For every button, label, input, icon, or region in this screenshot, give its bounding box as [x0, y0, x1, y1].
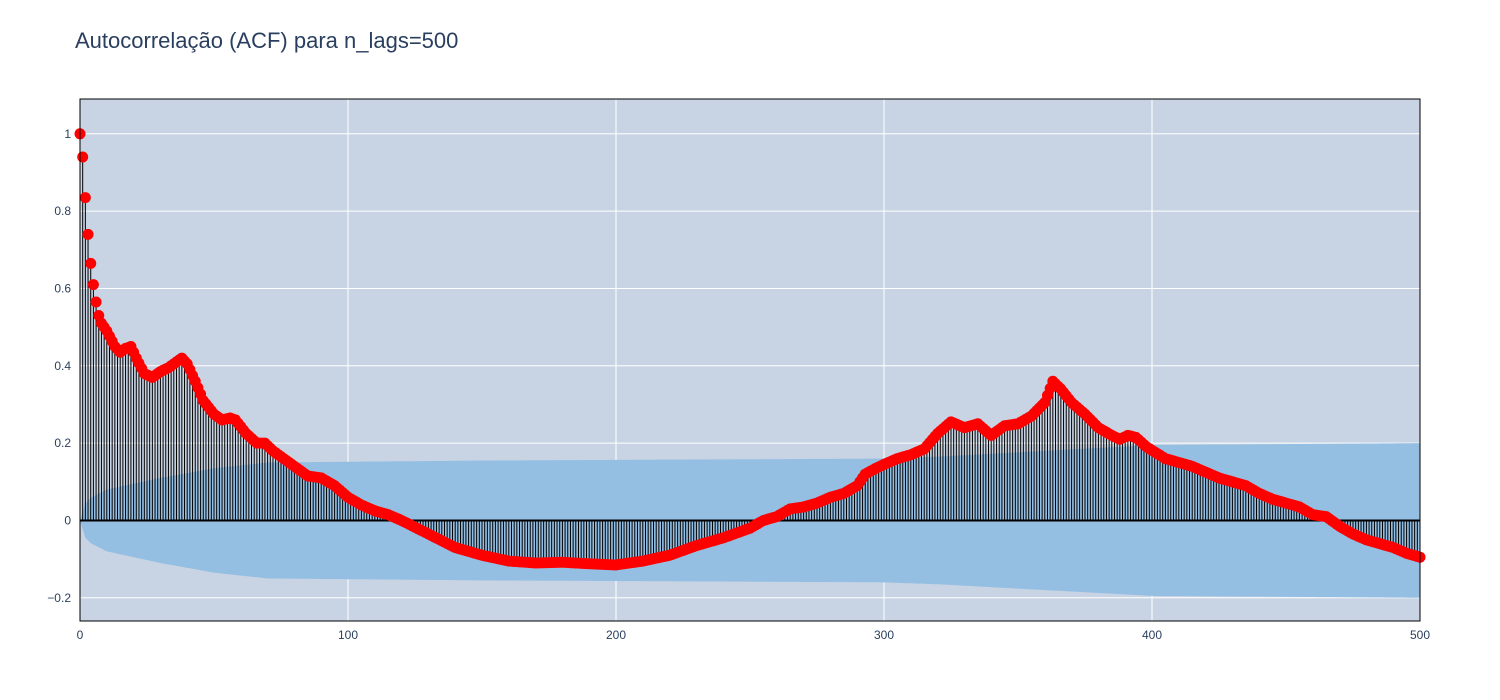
y-tick-label: 0.2 — [54, 436, 71, 450]
x-tick-label: 400 — [1142, 628, 1162, 642]
acf-markers — [74, 128, 1426, 571]
plot-border — [79, 98, 1421, 622]
x-tick-label: 0 — [77, 628, 84, 642]
acf-marker — [77, 151, 89, 163]
y-tick-label: 1 — [64, 127, 71, 141]
acf-marker — [90, 296, 102, 308]
acf-marker — [85, 257, 97, 269]
x-tick-label: 500 — [1410, 628, 1430, 642]
x-tick-label: 300 — [874, 628, 894, 642]
acf-marker — [87, 279, 99, 291]
chart-title: Autocorrelação (ACF) para n_lags=500 — [75, 28, 459, 53]
x-tick-label: 200 — [606, 628, 626, 642]
x-axis-ticks: 0 100 200 300 400 500 — [77, 628, 1431, 642]
y-axis-ticks: −0.2 0 0.2 0.4 0.6 0.8 1 — [47, 127, 71, 605]
y-tick-label: 0.6 — [54, 281, 71, 295]
acf-marker — [82, 228, 94, 240]
y-tick-label: 0.4 — [54, 359, 71, 373]
acf-marker — [79, 192, 91, 204]
plot-frame — [79, 98, 1421, 622]
y-tick-label: 0.8 — [54, 204, 71, 218]
y-tick-label: −0.2 — [47, 591, 71, 605]
y-tick-label: 0 — [64, 513, 71, 527]
x-tick-label: 100 — [338, 628, 358, 642]
